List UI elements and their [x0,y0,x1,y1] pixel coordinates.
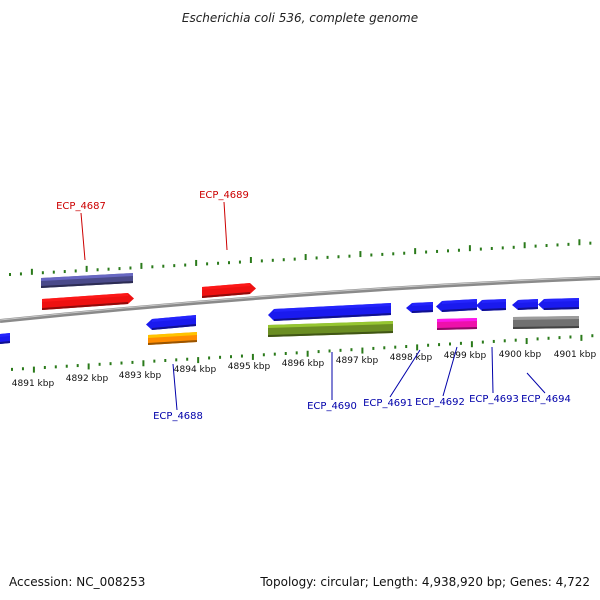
gene-label: ECP_4687 [56,201,106,212]
leader-line [80,212,86,261]
gene-label: ECP_4691 [363,398,413,409]
gene-label: ECP_4688 [153,411,203,422]
feature-forward-ecp4687 [42,293,134,310]
feature-reverse-ecp4694b [538,298,579,310]
gene-features [0,273,579,345]
scale-label: 4897 kbp [336,356,379,366]
leader-line [172,363,178,411]
leader-line [442,346,458,397]
genome-backbone-highlight [0,276,600,321]
feature-reverse-ecp4690 [268,303,391,321]
feature-reverse-ecp4694a [512,299,538,310]
gene-label: ECP_4690 [307,401,357,412]
feature-reverse-ecp4692 [436,299,477,312]
scale-label: 4900 kbp [499,350,542,360]
leader-line [491,346,494,394]
feature-reverse-ecp4691 [406,302,433,313]
scale-label: 4898 kbp [390,353,433,363]
scale-label: 4901 kbp [554,350,597,360]
gene-labels: ECP_4687 ECP_4689 ECP_4688 ECP_4690 ECP_4691… [56,190,571,422]
scale-label: 4893 kbp [119,371,162,381]
genome-backbone [0,276,600,323]
feature-reverse-ecp4688 [146,315,196,330]
gene-label: ECP_4694 [521,394,571,405]
gene-label: ECP_4689 [199,190,249,201]
scale-label: 4894 kbp [174,365,217,375]
scale-ticks-bottom [11,334,594,373]
feature-forward-ecp4689 [202,283,256,298]
gene-label: ECP_4692 [415,397,465,408]
scale-labels: 4891 kbp 4892 kbp 4893 kbp 4894 kbp 4895 kbp… [12,350,597,389]
leader-line [389,349,421,398]
scale-label: 4895 kbp [228,362,271,372]
feature-reverse-track-2-orange [148,332,197,345]
leader-line [526,372,546,394]
scale-label: 4892 kbp [66,374,109,384]
label-leader-lines [80,201,546,411]
feature-reverse-track-2-magenta [437,318,477,330]
feature-reverse-partial-left [0,333,10,344]
gene-label: ECP_4693 [469,394,519,405]
scale-label: 4891 kbp [12,379,55,389]
scale-label: 4899 kbp [444,351,487,361]
feature-reverse-ecp4693 [476,299,506,311]
scale-ticks-top [9,239,592,276]
genome-summary-text: Topology: circular; Length: 4,938,920 bp… [259,575,590,589]
feature-reverse-track-2-olive [268,321,393,337]
feature-reverse-track-2-gray [513,316,579,329]
genome-title: Escherichia coli 536, complete genome [182,11,418,25]
leader-line [223,201,228,251]
accession-text: Accession: NC_008253 [9,575,145,589]
scale-label: 4896 kbp [282,359,325,369]
feature-forward-track-2 [41,273,133,288]
